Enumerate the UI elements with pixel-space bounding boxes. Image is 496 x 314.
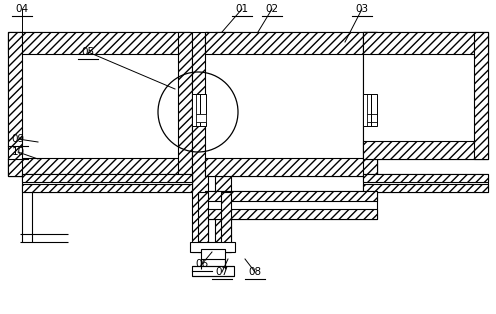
Bar — [221, 192, 231, 252]
Bar — [363, 174, 488, 192]
Bar — [371, 94, 377, 126]
Bar — [8, 158, 190, 176]
Text: 01: 01 — [236, 4, 248, 14]
Bar — [363, 141, 488, 159]
Bar — [363, 174, 488, 182]
Bar — [474, 32, 488, 159]
Bar — [200, 94, 206, 126]
Text: 06: 06 — [195, 259, 208, 269]
Text: 02: 02 — [265, 4, 279, 14]
Text: 03: 03 — [356, 4, 369, 14]
Bar — [363, 32, 377, 176]
Text: 05: 05 — [81, 47, 95, 57]
Bar — [178, 32, 192, 176]
Text: 07: 07 — [215, 267, 229, 277]
Bar — [201, 249, 225, 269]
Bar — [205, 191, 377, 219]
Text: 10: 10 — [11, 147, 25, 157]
Bar — [22, 184, 192, 192]
Bar — [192, 32, 208, 252]
Bar — [205, 158, 377, 176]
Bar — [198, 192, 208, 252]
Bar — [190, 242, 235, 252]
Bar — [8, 32, 190, 176]
Bar — [22, 174, 192, 192]
Bar — [205, 32, 377, 54]
Bar — [192, 94, 200, 126]
Bar — [205, 32, 377, 176]
Text: 09: 09 — [11, 134, 25, 144]
Bar — [205, 209, 377, 219]
Bar — [205, 191, 377, 201]
Bar — [215, 32, 231, 252]
Text: 08: 08 — [248, 267, 261, 277]
Bar — [196, 114, 206, 122]
Text: 04: 04 — [15, 4, 29, 14]
Bar — [8, 32, 22, 176]
Bar — [22, 174, 192, 182]
Bar — [363, 184, 488, 192]
Bar — [363, 94, 371, 126]
Bar — [363, 32, 488, 54]
Bar — [192, 266, 234, 276]
Bar — [363, 32, 488, 159]
Bar — [8, 32, 190, 54]
